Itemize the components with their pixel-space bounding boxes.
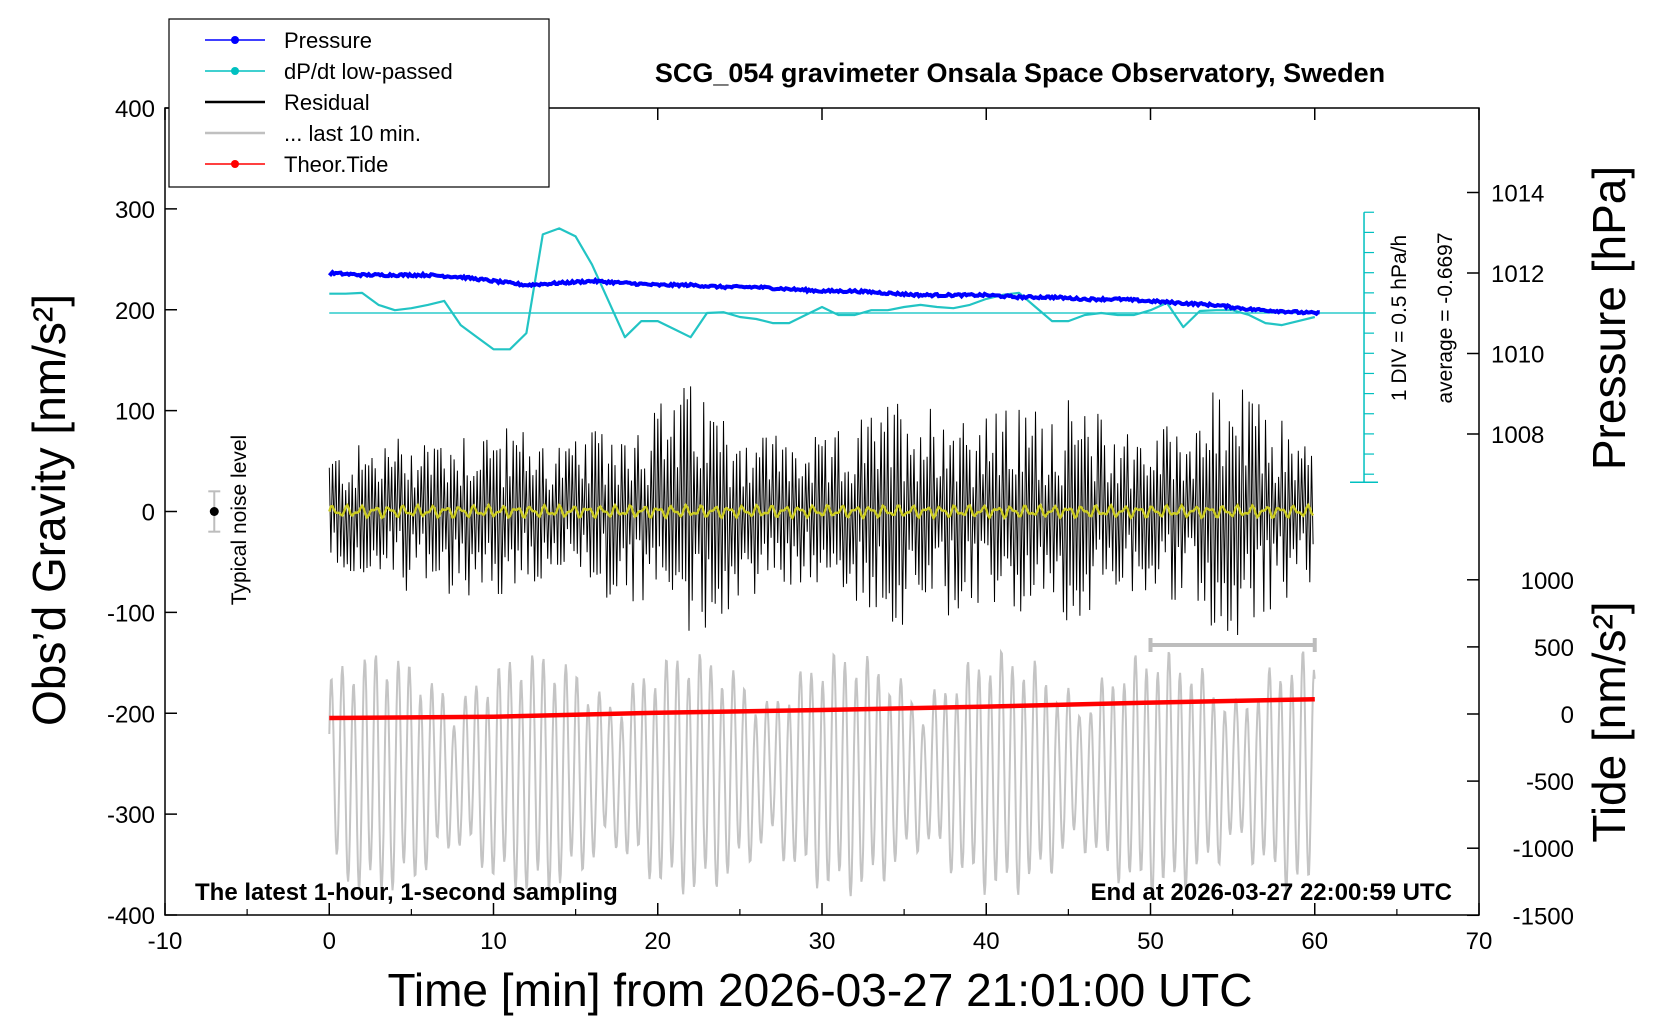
annotation-noise-level: Typical noise level — [228, 435, 251, 605]
tide-tick-label: 0 — [1561, 702, 1574, 729]
x-tick-label: 40 — [973, 928, 1000, 955]
annotation-bottom-left: The latest 1-hour, 1-second sampling — [195, 879, 618, 906]
x-tick-label: -10 — [148, 928, 183, 955]
y-axis-label-tide: Tide [nm/s²] — [1583, 601, 1635, 842]
legend-label: Pressure — [284, 28, 372, 53]
x-tick-label: 30 — [809, 928, 836, 955]
series-dpdt — [329, 227, 1316, 351]
annotation-average: average = -0.6697 — [1434, 232, 1457, 403]
x-tick-label: 50 — [1137, 928, 1164, 955]
x-tick-label: 10 — [480, 928, 507, 955]
legend-marker — [231, 160, 239, 168]
series-pressure — [327, 269, 1320, 317]
tide-tick-label: 500 — [1534, 635, 1574, 662]
y-tick-label-left: 400 — [115, 96, 155, 123]
y-tick-label-left: -200 — [107, 701, 155, 728]
x-axis-label: Time [min] from 2026-03-27 21:01:00 UTC — [388, 964, 1253, 1016]
series-theor-tide — [329, 696, 1315, 721]
y-tick-label-left: 200 — [115, 298, 155, 325]
pressure-tick-label: 1010 — [1491, 342, 1544, 369]
data-layer — [208, 227, 1377, 899]
tide-tick-label: -500 — [1526, 769, 1574, 796]
x-tick-label: 0 — [323, 928, 336, 955]
legend-marker — [231, 67, 239, 75]
pressure-tick-label: 1014 — [1491, 181, 1544, 208]
legend-label: dP/dt low-passed — [284, 59, 453, 84]
pressure-tick-label: 1008 — [1491, 422, 1544, 449]
x-tick-label: 60 — [1301, 928, 1328, 955]
tide-tick-label: -1000 — [1513, 836, 1574, 863]
series-residual — [328, 386, 1314, 636]
series-residual-lowpass — [328, 502, 1315, 521]
pressure-tick-label: 1012 — [1491, 261, 1544, 288]
y-tick-label-left: 0 — [142, 500, 155, 527]
legend-label: ... last 10 min. — [284, 121, 421, 146]
annotation-scale-div: 1 DIV = 0.5 hPa/h — [1388, 235, 1411, 401]
noise-dot — [209, 507, 219, 516]
tide-tick-label: -1500 — [1513, 903, 1574, 930]
y-tick-label-left: -100 — [107, 600, 155, 627]
x-tick-label: 70 — [1466, 928, 1493, 955]
legend-label: Theor.Tide — [284, 152, 388, 177]
x-tick-label: 20 — [644, 928, 671, 955]
legend-marker — [231, 36, 239, 44]
legend-items: Pressure dP/dt low-passed Residual ... last… — [205, 28, 453, 177]
annotation-bottom-right: End at 2026-03-27 22:00:59 UTC — [1091, 879, 1453, 906]
legend-label: Residual — [284, 90, 370, 115]
y-tick-label-left: -300 — [107, 802, 155, 829]
tide-tick-label: 1000 — [1521, 568, 1574, 595]
y-tick-label-left: 300 — [115, 197, 155, 224]
legend: Pressure dP/dt low-passed Residual ... last… — [168, 18, 550, 188]
series-last-10-min — [328, 648, 1316, 899]
y-tick-label-left: -400 — [107, 903, 155, 930]
y-axis-label-left: Obs’d Gravity [nm/s²] — [23, 294, 75, 726]
y-axis-label-pressure: Pressure [hPa] — [1583, 166, 1635, 470]
y-tick-label-left: 100 — [115, 399, 155, 426]
chart-title: SCG_054 gravimeter Onsala Space Observat… — [655, 58, 1385, 88]
